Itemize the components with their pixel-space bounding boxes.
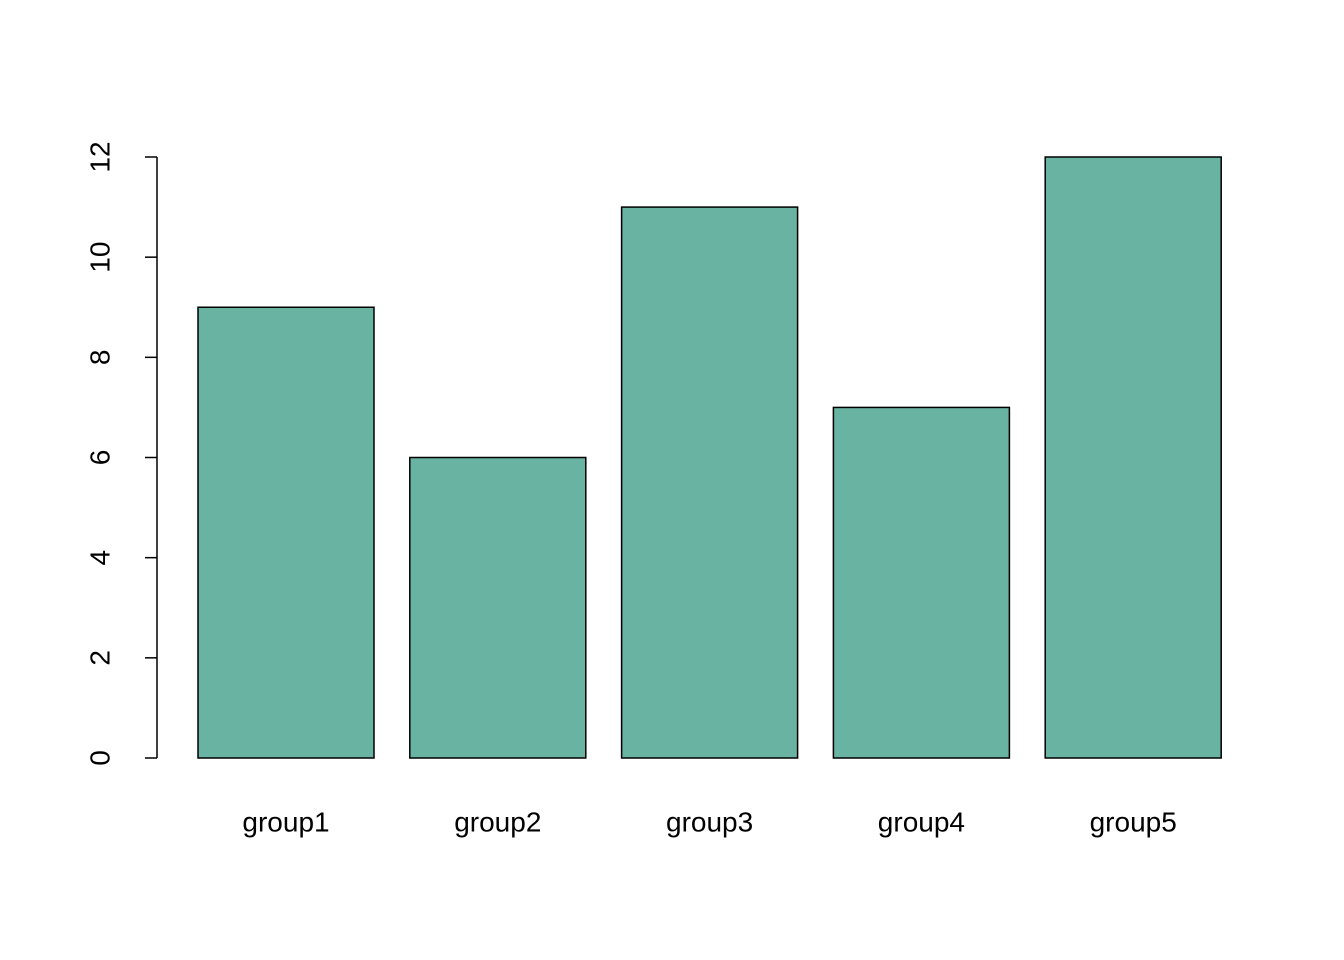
x-tick-label: group5 [1090, 806, 1177, 837]
x-tick-label: group3 [666, 806, 753, 837]
bar [1044, 156, 1222, 759]
y-tick-label: 4 [84, 550, 115, 566]
bar [832, 406, 1011, 759]
bar [409, 456, 587, 759]
x-tick-label: group1 [242, 806, 329, 837]
y-tick-label: 10 [84, 242, 115, 273]
x-tick-label: group4 [878, 806, 965, 837]
y-tick-label: 2 [84, 650, 115, 666]
y-tick-label: 8 [84, 350, 115, 366]
y-tick-label: 6 [84, 450, 115, 466]
x-tick-label: group2 [454, 806, 541, 837]
y-tick-label: 0 [84, 750, 115, 766]
bar [197, 306, 375, 759]
y-tick-label: 12 [84, 141, 115, 172]
bar [620, 206, 799, 759]
